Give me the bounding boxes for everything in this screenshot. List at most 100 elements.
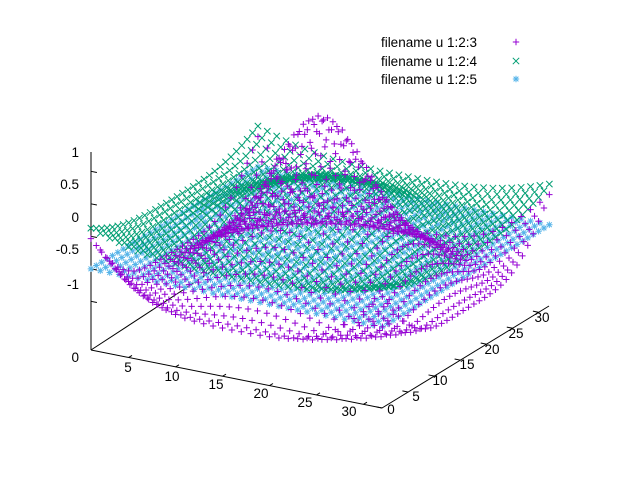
data-point: [483, 224, 491, 232]
data-point: [470, 183, 478, 191]
data-point: [403, 326, 410, 334]
data-point: [293, 163, 300, 171]
data-point: [115, 239, 123, 247]
data-point: [418, 261, 425, 268]
data-point: [332, 290, 339, 298]
data-point: [106, 257, 113, 265]
data-point: [360, 228, 368, 235]
data-point: [540, 187, 548, 195]
data-point: [251, 241, 259, 248]
data-point: [499, 212, 506, 219]
data-point: [359, 213, 366, 220]
data-point: [397, 276, 405, 284]
data-point: [295, 233, 303, 240]
data-point: [286, 296, 293, 303]
data-point: [311, 264, 319, 272]
data-point: [334, 297, 342, 304]
y-tick-label: 25: [508, 326, 523, 341]
data-point: [325, 324, 332, 331]
data-point: [369, 291, 377, 298]
data-point: [243, 247, 251, 254]
data-point: [160, 267, 167, 275]
data-point: [246, 244, 253, 252]
data-point: [286, 210, 294, 218]
data-point: [293, 193, 300, 200]
data-point: [272, 267, 280, 275]
data-point: [305, 333, 312, 340]
data-point: [332, 172, 339, 179]
data-point: [341, 224, 349, 231]
data-point: [220, 226, 228, 233]
data-point: [505, 230, 513, 238]
data-point: [145, 270, 152, 278]
data-point: [274, 189, 282, 196]
data-point: [289, 280, 296, 287]
data-point: [410, 306, 417, 313]
data-point: [460, 268, 467, 275]
data-point: [345, 313, 353, 320]
data-point: [347, 190, 354, 198]
data-point: [301, 203, 309, 210]
data-point: [221, 251, 229, 259]
data-point: [365, 199, 373, 206]
data-point: [370, 230, 377, 237]
data-point: [238, 259, 245, 267]
data-point: [233, 184, 240, 191]
data-point: [203, 294, 210, 301]
data-point: [403, 293, 410, 300]
data-point: [128, 256, 135, 263]
data-point: [407, 298, 414, 306]
data-point: [259, 251, 267, 259]
data-point: [392, 300, 400, 307]
data-point: [317, 163, 325, 170]
data-point: [415, 240, 423, 248]
tick-marks: [90, 170, 539, 409]
x-tick-mark: [269, 383, 274, 387]
data-point: [98, 224, 106, 232]
data-point: [198, 213, 205, 220]
data-point: [258, 319, 265, 326]
data-point: [247, 184, 255, 191]
data-point: [501, 249, 509, 257]
data-point: [191, 317, 198, 325]
data-point: [345, 229, 353, 237]
data-point: [150, 244, 158, 252]
data-point: [102, 264, 109, 271]
data-point: [300, 242, 307, 249]
data-point: [334, 226, 342, 233]
data-point: [216, 217, 224, 224]
data-point: [480, 271, 487, 279]
data-point: [298, 143, 306, 150]
data-point: [387, 331, 394, 339]
data-point: [255, 246, 263, 254]
data-point: [292, 176, 299, 183]
data-point: [157, 256, 165, 263]
data-point: [457, 287, 464, 295]
data-point: [406, 307, 413, 314]
y-tick-mark: [454, 358, 461, 361]
data-point: [248, 317, 256, 324]
data-point: [188, 303, 195, 310]
data-point: [179, 302, 186, 310]
data-point: [407, 237, 415, 245]
data-point: [349, 204, 357, 211]
data-point: [266, 301, 273, 308]
data-point: [258, 229, 265, 237]
data-point: [410, 251, 417, 258]
data-point: [173, 246, 181, 253]
data-point: [249, 166, 256, 174]
data-point: [285, 304, 292, 312]
data-point: [308, 252, 315, 260]
data-point: [200, 228, 208, 235]
data-point: [321, 290, 328, 297]
data-point: [223, 272, 230, 279]
data-point: [295, 298, 303, 305]
data-point: [324, 242, 331, 250]
data-point: [330, 315, 338, 323]
data-point: [540, 204, 548, 212]
data-point: [381, 306, 389, 314]
data-point: [497, 251, 505, 258]
data-point: [298, 284, 306, 291]
data-point: [451, 181, 459, 189]
data-point: [388, 327, 396, 335]
